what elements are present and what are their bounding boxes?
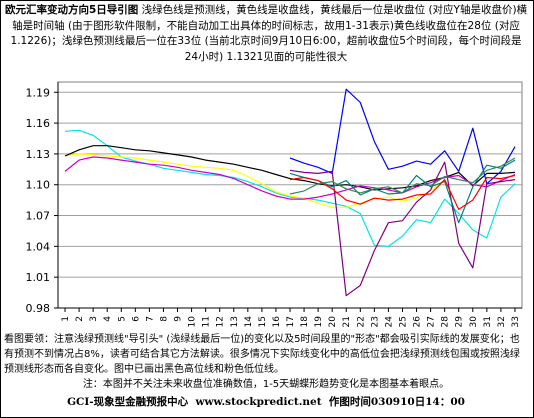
x-tick-label: 10 bbox=[188, 316, 198, 328]
x-tick-label: 20 bbox=[328, 316, 338, 328]
x-tick-label: 17 bbox=[286, 316, 296, 327]
x-tick-label: 16 bbox=[272, 316, 282, 328]
x-tick-label: 27 bbox=[427, 316, 437, 327]
reading-guide-note: 看图要领：注意浅绿预测线"导引头" (浅绿线最后一位)的变化以及5时间段里的"形… bbox=[4, 334, 520, 375]
x-tick-label: 13 bbox=[230, 316, 240, 327]
y-tick-label: 1.19 bbox=[26, 86, 51, 99]
x-tick-label: 6 bbox=[131, 316, 141, 322]
x-tick-label: 1 bbox=[61, 316, 71, 322]
x-tick-label: 21 bbox=[342, 316, 352, 327]
x-tick-label: 30 bbox=[469, 316, 479, 328]
y-tick-label: 1.07 bbox=[26, 210, 51, 223]
y-tick-label: 1.01 bbox=[26, 271, 51, 284]
x-tick-label: 15 bbox=[258, 316, 268, 327]
x-tick-label: 26 bbox=[413, 316, 423, 328]
x-tick-label: 19 bbox=[314, 316, 324, 328]
x-tick-label: 9 bbox=[174, 316, 184, 322]
series-line-cyan bbox=[64, 129, 516, 247]
series-line-red bbox=[289, 174, 516, 210]
y-tick-label: 1.10 bbox=[26, 179, 51, 192]
x-tick-label: 33 bbox=[511, 316, 521, 327]
x-tick-label: 11 bbox=[202, 316, 212, 327]
x-tick-label: 8 bbox=[159, 316, 169, 322]
chart-title: 欧元汇率变动方向5日导引图 浅绿色线是预测线，黄色线是收盘线，黄线最后一位是收盘… bbox=[4, 3, 528, 65]
series-line-blue bbox=[289, 88, 516, 185]
x-tick-label: 23 bbox=[370, 316, 380, 327]
y-tick-label: 1.04 bbox=[26, 240, 51, 253]
footer-credit: GCI-现象型金融预报中心 www.stockpredict.net 作图时间0… bbox=[67, 396, 465, 408]
series-line-purple bbox=[289, 161, 516, 297]
x-tick-label: 32 bbox=[497, 316, 507, 327]
x-tick-label: 25 bbox=[398, 316, 408, 327]
series-line-green bbox=[289, 157, 516, 195]
series-line-yellow bbox=[64, 153, 446, 208]
x-tick-label: 28 bbox=[441, 316, 451, 328]
x-tick-label: 5 bbox=[117, 316, 127, 322]
y-tick-label: 1.16 bbox=[26, 117, 51, 130]
x-tick-label: 14 bbox=[244, 316, 254, 328]
x-tick-label: 2 bbox=[75, 316, 85, 322]
x-tick-label: 4 bbox=[103, 316, 113, 322]
x-tick-label: 24 bbox=[384, 316, 394, 328]
disclaimer-note: 注：本图并不关注未来收盘位准确数值，1-5天蝴蝶形趋势变化是本图基本着眼点。 bbox=[82, 379, 450, 390]
x-tick-label: 29 bbox=[455, 316, 465, 328]
notes-block: 看图要领：注意浅绿预测线"导引头" (浅绿线最后一位)的变化以及5时间段里的"形… bbox=[4, 332, 528, 392]
chart-title-bold: 欧元汇率变动方向5日导引图 bbox=[4, 4, 139, 16]
x-tick-label: 7 bbox=[145, 316, 155, 322]
y-tick-label: 1.13 bbox=[26, 148, 51, 161]
plot-area bbox=[57, 81, 523, 309]
x-tick-label: 18 bbox=[300, 316, 310, 328]
series-line-black bbox=[64, 145, 516, 191]
x-tick-label: 12 bbox=[216, 316, 226, 327]
chart-title-description: 浅绿色线是预测线，黄色线是收盘线，黄线最后一位是收盘位 (对应Y轴是收盘价)横轴… bbox=[10, 4, 528, 63]
x-tick-label: 22 bbox=[356, 316, 366, 327]
x-tick-label: 31 bbox=[483, 316, 493, 327]
y-tick-label: 0.98 bbox=[26, 302, 51, 315]
x-tick-label: 3 bbox=[89, 316, 99, 322]
